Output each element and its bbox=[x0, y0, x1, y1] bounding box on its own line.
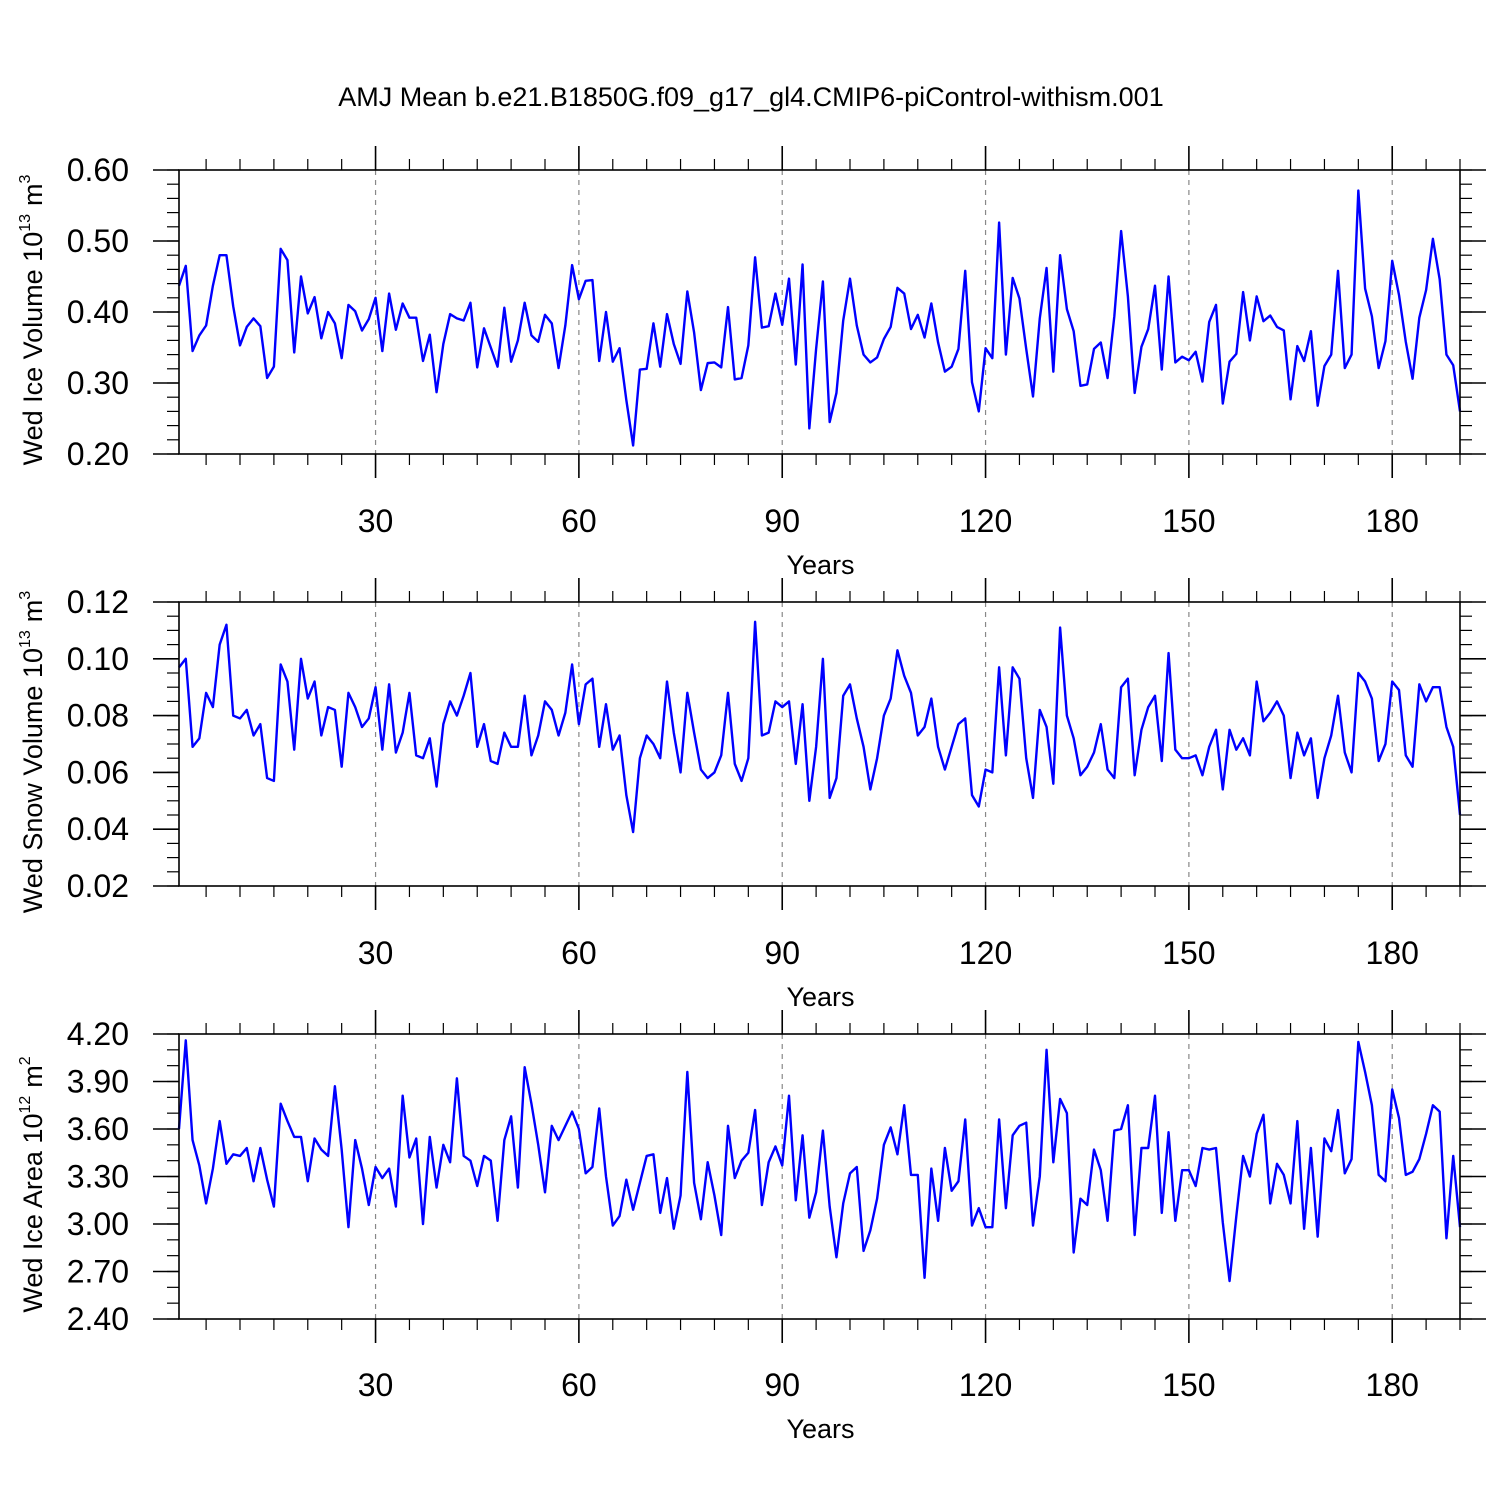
y-axis-label: Wed Ice Volume 1013 m3 bbox=[17, 174, 48, 465]
major-ticks bbox=[153, 1010, 1486, 1343]
snow-volume-series-line bbox=[178, 620, 1462, 834]
plot-frame bbox=[178, 169, 1461, 455]
y-tick-labels: 2.40 2.70 3.00 3.30 3.60 3.90 4.20 bbox=[67, 1016, 129, 1337]
y-axis-label-unit: m bbox=[18, 1065, 48, 1088]
y-tick-label: 2.70 bbox=[67, 1254, 129, 1290]
x-tick-label: 30 bbox=[358, 1367, 394, 1403]
y-tick-label: 0.04 bbox=[67, 811, 129, 847]
y-axis-label-unit-exponent: 3 bbox=[17, 174, 34, 183]
y-tick-label: 2.40 bbox=[67, 1301, 129, 1337]
x-tick-label: 60 bbox=[561, 935, 597, 971]
x-axis-label: Years bbox=[786, 550, 854, 580]
y-tick-label: 0.08 bbox=[67, 698, 129, 734]
x-tick-label: 180 bbox=[1366, 935, 1419, 971]
x-tick-label: 150 bbox=[1162, 503, 1215, 539]
y-tick-label: 4.20 bbox=[67, 1016, 129, 1052]
y-tick-label: 3.00 bbox=[67, 1206, 129, 1242]
x-grid-lines bbox=[374, 602, 1393, 886]
x-tick-label: 150 bbox=[1162, 1367, 1215, 1403]
y-axis-label: Wed Ice Area 1012 m2 bbox=[17, 1056, 48, 1312]
x-tick-label: 120 bbox=[959, 1367, 1012, 1403]
figure-title: AMJ Mean b.e21.B1850G.f09_g17_gl4.CMIP6-… bbox=[338, 82, 1163, 112]
y-tick-label: 0.30 bbox=[67, 365, 129, 401]
x-tick-label: 150 bbox=[1162, 935, 1215, 971]
x-tick-label: 60 bbox=[561, 1367, 597, 1403]
y-tick-labels: 0.20 0.30 0.40 0.50 0.60 bbox=[67, 152, 129, 472]
y-axis-label-main: Wed Ice Area 10 bbox=[18, 1114, 48, 1313]
y-axis-label-unit-exponent: 2 bbox=[17, 1056, 34, 1065]
y-axis-label-exponent: 13 bbox=[17, 214, 34, 232]
y-tick-label: 3.60 bbox=[67, 1111, 129, 1147]
ice-area-series-line bbox=[177, 1039, 1462, 1283]
panel-snow-volume: 0.02 0.04 0.06 0.08 0.10 0.12 30 60 90 120 150 180… bbox=[17, 578, 1486, 1012]
x-tick-labels: 30 60 90 120 150 180 bbox=[358, 503, 1419, 539]
y-tick-label: 0.20 bbox=[67, 436, 129, 472]
x-axis-label: Years bbox=[786, 982, 854, 1012]
x-tick-label: 60 bbox=[561, 503, 597, 539]
minor-ticks bbox=[167, 591, 1472, 897]
y-tick-label: 0.60 bbox=[67, 152, 129, 188]
minor-ticks bbox=[167, 159, 1472, 465]
x-tick-label: 30 bbox=[358, 503, 394, 539]
plot-frame bbox=[178, 1033, 1461, 1320]
x-tick-label: 90 bbox=[764, 1367, 800, 1403]
panel-ice-volume: 0.20 0.30 0.40 0.50 0.60 30 60 90 120 150 180 Yea… bbox=[17, 146, 1486, 580]
ice-volume-series-line bbox=[177, 189, 1462, 447]
x-tick-label: 180 bbox=[1366, 1367, 1419, 1403]
x-grid-lines bbox=[374, 1034, 1393, 1319]
y-tick-label: 0.50 bbox=[67, 223, 129, 259]
plot-frame bbox=[178, 601, 1461, 887]
x-tick-label: 120 bbox=[959, 935, 1012, 971]
y-axis-label-unit-exponent: 3 bbox=[17, 591, 34, 600]
y-tick-label: 0.12 bbox=[67, 584, 129, 620]
panel-ice-area: 2.40 2.70 3.00 3.30 3.60 3.90 4.20 30 60 90 120 15… bbox=[17, 1010, 1486, 1444]
y-tick-label: 0.02 bbox=[67, 868, 129, 904]
y-tick-label: 0.10 bbox=[67, 641, 129, 677]
x-grid-lines bbox=[374, 170, 1393, 454]
y-tick-label: 3.90 bbox=[67, 1064, 129, 1100]
major-ticks bbox=[153, 578, 1486, 910]
major-ticks bbox=[153, 146, 1486, 478]
x-tick-label: 30 bbox=[358, 935, 394, 971]
y-axis-label-main: Wed Snow Volume 10 bbox=[18, 648, 48, 913]
x-tick-labels: 30 60 90 120 150 180 bbox=[358, 935, 1419, 971]
y-tick-label: 3.30 bbox=[67, 1159, 129, 1195]
y-axis-label-unit: m bbox=[18, 600, 48, 623]
y-axis-label-main: Wed Ice Volume 10 bbox=[18, 232, 48, 466]
y-tick-labels: 0.02 0.04 0.06 0.08 0.10 0.12 bbox=[67, 584, 129, 904]
y-axis-label: Wed Snow Volume 1013 m3 bbox=[17, 591, 48, 913]
x-tick-labels: 30 60 90 120 150 180 bbox=[358, 1367, 1419, 1403]
x-tick-label: 180 bbox=[1366, 503, 1419, 539]
x-tick-label: 90 bbox=[764, 503, 800, 539]
x-axis-label: Years bbox=[786, 1414, 854, 1444]
x-tick-label: 120 bbox=[959, 503, 1012, 539]
y-axis-label-unit: m bbox=[18, 183, 48, 206]
y-axis-label-exponent: 13 bbox=[17, 630, 34, 648]
y-tick-label: 0.06 bbox=[67, 754, 129, 790]
y-tick-label: 0.40 bbox=[67, 294, 129, 330]
y-axis-label-exponent: 12 bbox=[17, 1096, 34, 1114]
x-tick-label: 90 bbox=[764, 935, 800, 971]
